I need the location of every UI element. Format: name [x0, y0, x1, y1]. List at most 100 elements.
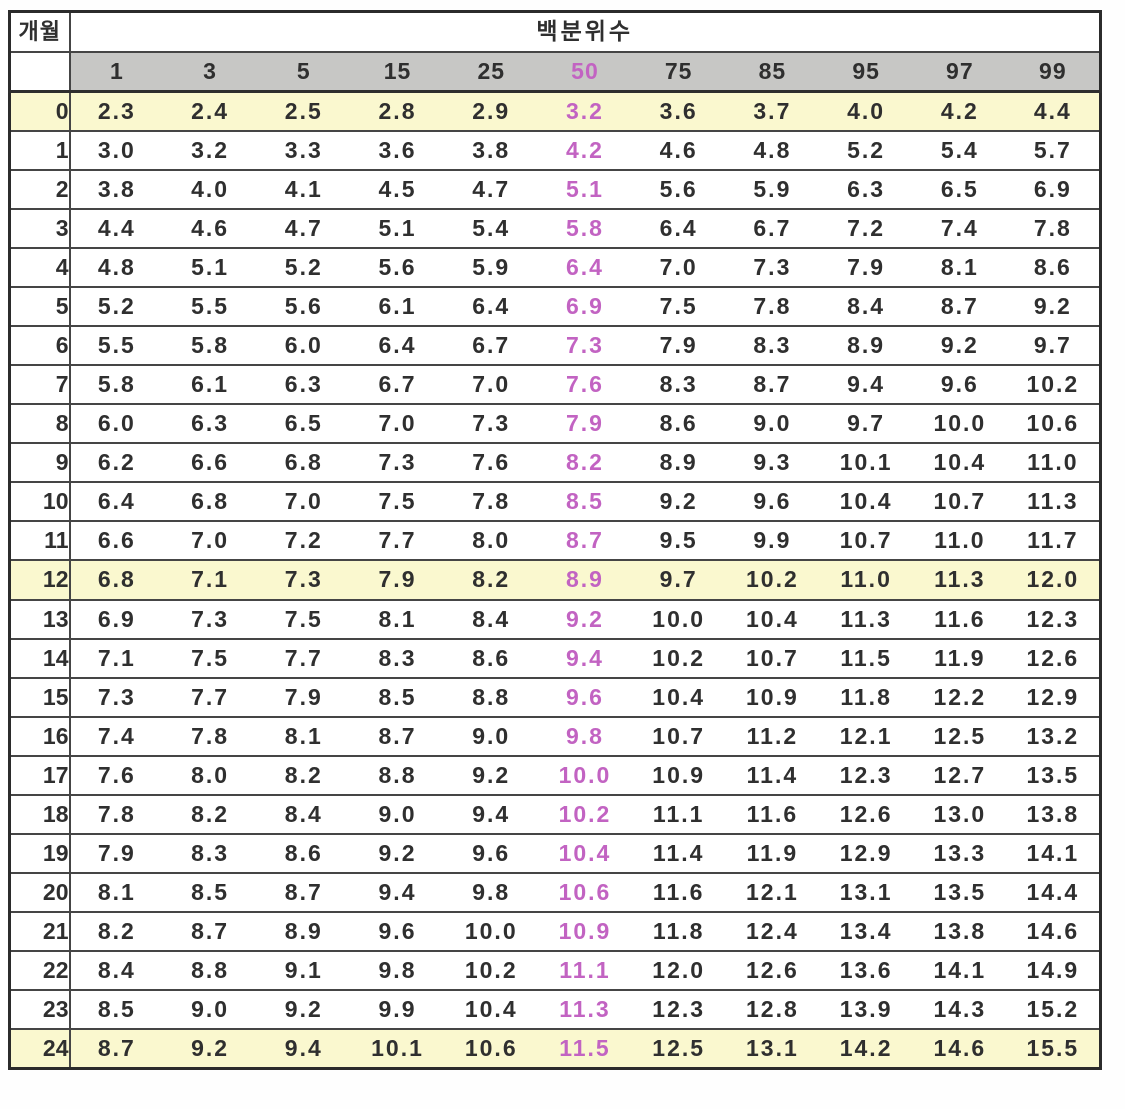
value-cell: 9.4	[256, 1029, 351, 1070]
value-cell: 11.6	[912, 599, 1007, 640]
value-cell: 5.8	[69, 365, 164, 406]
value-cell: 6.4	[538, 247, 632, 288]
value-cell: 8.8	[444, 677, 539, 718]
value-cell: 8.3	[725, 325, 820, 367]
table-row: 13 6.9 7.3 7.5 8.1 8.4 9.2 10.0 10.4 11.3 11.6 12.3	[9, 599, 1101, 640]
value-cell: 11.1	[631, 794, 726, 835]
value-cell: 8.2	[538, 443, 632, 484]
value-cell: 9.2	[256, 990, 351, 1031]
value-cell: 6.9	[69, 599, 164, 640]
value-cell: 6.2	[69, 443, 164, 484]
value-cell: 14.3	[912, 990, 1007, 1031]
value-cell: 7.8	[725, 286, 820, 327]
value-cell: 8.1	[912, 247, 1007, 288]
value-cell: 8.4	[256, 794, 351, 835]
value-cell: 7.8	[1006, 208, 1101, 249]
value-cell: 15.5	[1006, 1029, 1101, 1070]
value-cell: 5.4	[912, 130, 1007, 171]
value-cell: 11.1	[538, 951, 632, 992]
value-cell: 2.4	[163, 91, 257, 132]
value-cell: 7.3	[163, 599, 257, 640]
value-cell: 7.4	[912, 208, 1007, 249]
percentile-group-header: 백분위수	[69, 11, 1101, 53]
month-cell: 24	[9, 1029, 71, 1070]
value-cell: 9.6	[912, 365, 1007, 406]
value-cell: 5.2	[69, 286, 164, 327]
value-cell: 13.1	[725, 1029, 820, 1070]
table-row: 15 7.3 7.7 7.9 8.5 8.8 9.6 10.4 10.9 11.8 12.2 12.9	[9, 677, 1101, 718]
table-row: 23 8.5 9.0 9.2 9.9 10.4 11.3 12.3 12.8 13.9 14.3 15…	[9, 990, 1101, 1031]
value-cell: 11.0	[1006, 443, 1101, 484]
value-cell: 8.3	[631, 365, 726, 406]
value-cell: 10.6	[1006, 404, 1101, 445]
value-cell: 7.3	[69, 677, 164, 718]
percentile-header-99: 99	[1006, 51, 1101, 93]
table-row: 18 7.8 8.2 8.4 9.0 9.4 10.2 11.1 11.6 12.6 13.0 13.…	[9, 794, 1101, 835]
value-cell: 7.5	[350, 482, 445, 523]
month-cell: 3	[9, 208, 71, 249]
value-cell: 10.0	[538, 755, 632, 796]
value-cell: 9.5	[631, 521, 726, 562]
value-cell: 8.7	[256, 873, 351, 914]
value-cell: 6.3	[163, 404, 257, 445]
table-body: 0 2.3 2.4 2.5 2.8 2.9 3.2 3.6 3.7 4.0 4.2 4.4 1 3.0 3.…	[9, 91, 1101, 1070]
value-cell: 13.8	[912, 912, 1007, 953]
value-cell: 12.4	[725, 912, 820, 953]
value-cell: 7.7	[350, 521, 445, 562]
month-cell: 22	[9, 951, 71, 992]
value-cell: 6.5	[912, 169, 1007, 210]
month-cell: 18	[9, 794, 71, 835]
value-cell: 8.1	[256, 716, 351, 757]
value-cell: 7.3	[444, 404, 539, 445]
value-cell: 5.1	[538, 169, 632, 210]
value-cell: 6.3	[256, 365, 351, 406]
value-cell: 8.8	[163, 951, 257, 992]
value-cell: 7.3	[538, 325, 632, 367]
value-cell: 10.9	[725, 677, 820, 718]
table-row: 14 7.1 7.5 7.7 8.3 8.6 9.4 10.2 10.7 11.5 11.9 12.6	[9, 638, 1101, 679]
value-cell: 7.5	[631, 286, 726, 327]
value-cell: 8.5	[69, 990, 164, 1031]
value-cell: 10.2	[1006, 365, 1101, 406]
value-cell: 7.2	[256, 521, 351, 562]
value-cell: 9.6	[538, 677, 632, 718]
percentile-header-15: 15	[350, 51, 445, 93]
value-cell: 13.8	[1006, 794, 1101, 835]
percentile-header-97: 97	[912, 51, 1007, 93]
value-cell: 3.8	[444, 130, 539, 171]
value-cell: 8.5	[163, 873, 257, 914]
value-cell: 12.9	[819, 833, 913, 875]
value-cell: 12.1	[819, 716, 913, 757]
value-cell: 9.4	[350, 873, 445, 914]
table-row: 21 8.2 8.7 8.9 9.6 10.0 10.9 11.8 12.4 13.4 13.8 14…	[9, 912, 1101, 953]
value-cell: 14.1	[1006, 833, 1101, 875]
month-cell: 21	[9, 912, 71, 953]
table-row: 8 6.0 6.3 6.5 7.0 7.3 7.9 8.6 9.0 9.7 10.0 10.6	[9, 404, 1101, 445]
value-cell: 6.6	[69, 521, 164, 562]
value-cell: 9.4	[444, 794, 539, 835]
value-cell: 9.3	[725, 443, 820, 484]
month-cell: 8	[9, 404, 71, 445]
value-cell: 2.8	[350, 91, 445, 132]
value-cell: 11.8	[819, 677, 913, 718]
blank-corner-cell	[9, 51, 71, 93]
value-cell: 10.2	[538, 794, 632, 835]
value-cell: 9.8	[350, 951, 445, 992]
value-cell: 11.3	[819, 599, 913, 640]
table-row: 10 6.4 6.8 7.0 7.5 7.8 8.5 9.2 9.6 10.4 10.7 11.3	[9, 482, 1101, 523]
value-cell: 2.5	[256, 91, 351, 132]
table-row: 16 7.4 7.8 8.1 8.7 9.0 9.8 10.7 11.2 12.1 12.5 13.2	[9, 716, 1101, 757]
value-cell: 8.7	[912, 286, 1007, 327]
value-cell: 8.0	[163, 755, 257, 796]
month-cell: 15	[9, 677, 71, 718]
value-cell: 7.2	[819, 208, 913, 249]
percentile-header-95: 95	[819, 51, 913, 93]
value-cell: 9.0	[444, 716, 539, 757]
value-cell: 8.6	[1006, 247, 1101, 288]
value-cell: 6.9	[538, 286, 632, 327]
value-cell: 9.2	[350, 833, 445, 875]
value-cell: 11.0	[819, 560, 913, 601]
value-cell: 7.4	[69, 716, 164, 757]
value-cell: 7.9	[256, 677, 351, 718]
